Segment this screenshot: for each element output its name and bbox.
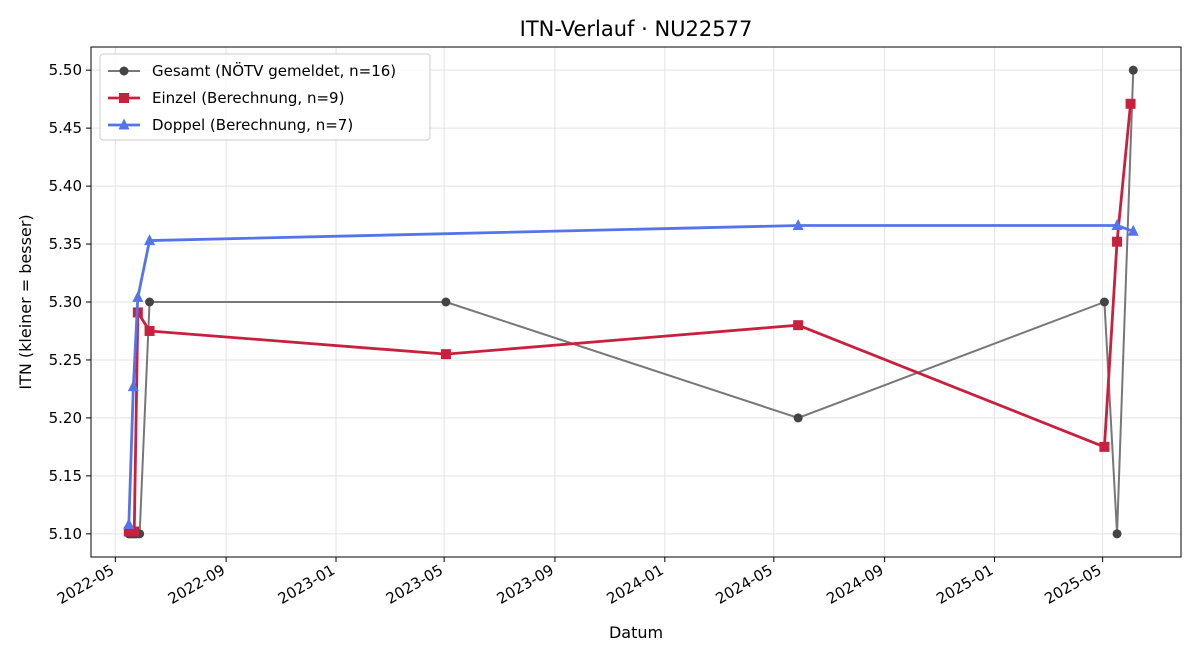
- data-point: [144, 325, 155, 336]
- data-point: [144, 234, 156, 246]
- series-doppel: [123, 219, 1139, 530]
- y-tick-label: 5.10: [49, 525, 82, 543]
- legend-item: Einzel (Berechnung, n=9): [108, 89, 344, 107]
- data-point: [129, 526, 140, 537]
- legend-swatch-marker: [118, 118, 130, 130]
- y-axis-title: ITN (kleiner = besser): [16, 214, 35, 389]
- data-point: [1112, 529, 1122, 539]
- data-point: [132, 290, 144, 302]
- data-point: [1112, 236, 1123, 247]
- data-point: [793, 413, 803, 423]
- data-point: [1099, 297, 1109, 307]
- data-point: [1099, 441, 1110, 452]
- data-point: [1128, 65, 1138, 75]
- legend-swatch-marker: [119, 66, 129, 76]
- y-tick-label: 5.25: [49, 351, 82, 369]
- y-tick-label: 5.50: [49, 61, 82, 79]
- chart-title: ITN-Verlauf · NU22577: [520, 17, 753, 41]
- y-tick-label: 5.30: [49, 293, 82, 311]
- y-tick-label: 5.40: [49, 177, 82, 195]
- data-point: [1125, 98, 1136, 109]
- legend-label: Einzel (Berechnung, n=9): [152, 89, 344, 107]
- y-tick-label: 5.45: [49, 119, 82, 137]
- legend-swatch-marker: [119, 93, 129, 103]
- data-point: [793, 320, 804, 331]
- data-point: [123, 526, 134, 537]
- y-tick-label: 5.35: [49, 235, 82, 253]
- y-tick-label: 5.20: [49, 409, 82, 427]
- x-axis-title: Datum: [609, 623, 663, 642]
- data-point: [440, 349, 451, 360]
- y-tick-label: 5.15: [49, 467, 82, 485]
- data-point: [441, 297, 451, 307]
- data-point: [127, 380, 139, 392]
- data-point: [123, 518, 135, 530]
- legend-item: Doppel (Berechnung, n=7): [108, 116, 353, 134]
- legend-label: Doppel (Berechnung, n=7): [152, 116, 353, 134]
- data-point: [145, 297, 155, 307]
- legend: Gesamt (NÖTV gemeldet, n=16) Einzel (Bere…: [99, 53, 431, 141]
- legend-label: Gesamt (NÖTV gemeldet, n=16): [152, 61, 396, 80]
- legend-box: [99, 53, 431, 141]
- data-point: [1111, 219, 1123, 230]
- legend-item: Gesamt (NÖTV gemeldet, n=16): [108, 61, 396, 80]
- series-layer: [123, 65, 1139, 539]
- data-point: [792, 219, 804, 230]
- data-point: [1127, 224, 1139, 236]
